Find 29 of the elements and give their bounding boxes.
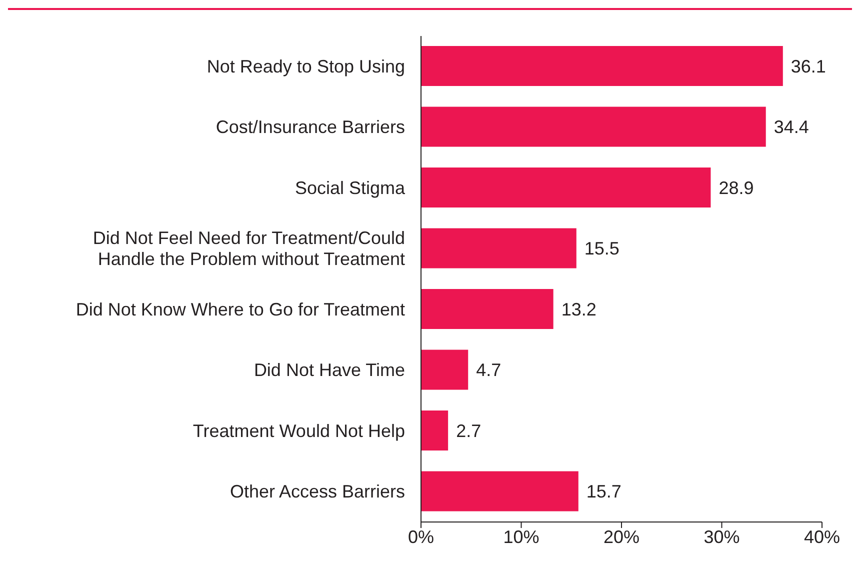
y-tick-label: Other Access Barriers: [230, 482, 405, 502]
y-tick-label: Treatment Would Not Help: [192, 420, 405, 441]
data-label: 28.9: [718, 178, 754, 198]
data-label: 15.5: [584, 238, 620, 259]
bar: [421, 168, 711, 208]
bar: [421, 106, 766, 147]
y-tick-label: Not Ready to Stop Using: [206, 56, 405, 76]
data-label: 36.1: [790, 56, 826, 76]
y-tick-label: Did Not Have Time: [254, 360, 405, 380]
bar: [421, 410, 448, 450]
x-tick-label: 0%: [408, 526, 434, 547]
y-tick-label: Cost/Insurance Barriers: [216, 117, 405, 138]
y-tick-label: Did Not Know Where to Go for Treatment: [76, 299, 405, 320]
bar: [421, 289, 554, 329]
data-label: 4.7: [476, 360, 502, 380]
y-tick-label: Did Not Feel Need for Treatment/Could Handle the Problem without Treatment: [92, 228, 405, 270]
x-tick-label: 10%: [503, 526, 540, 547]
x-tick-label: 40%: [804, 526, 840, 547]
data-label: 34.4: [774, 117, 809, 138]
x-tick-label: 20%: [603, 526, 640, 547]
data-label: 13.2: [561, 299, 596, 320]
data-label: 2.7: [456, 420, 482, 441]
bar: [421, 350, 468, 390]
bar: [421, 228, 576, 268]
bar: [421, 46, 783, 86]
data-label: 15.7: [586, 482, 622, 502]
y-tick-label: Social Stigma: [294, 178, 406, 198]
bar: [421, 471, 578, 512]
x-tick-label: 30%: [704, 526, 740, 547]
